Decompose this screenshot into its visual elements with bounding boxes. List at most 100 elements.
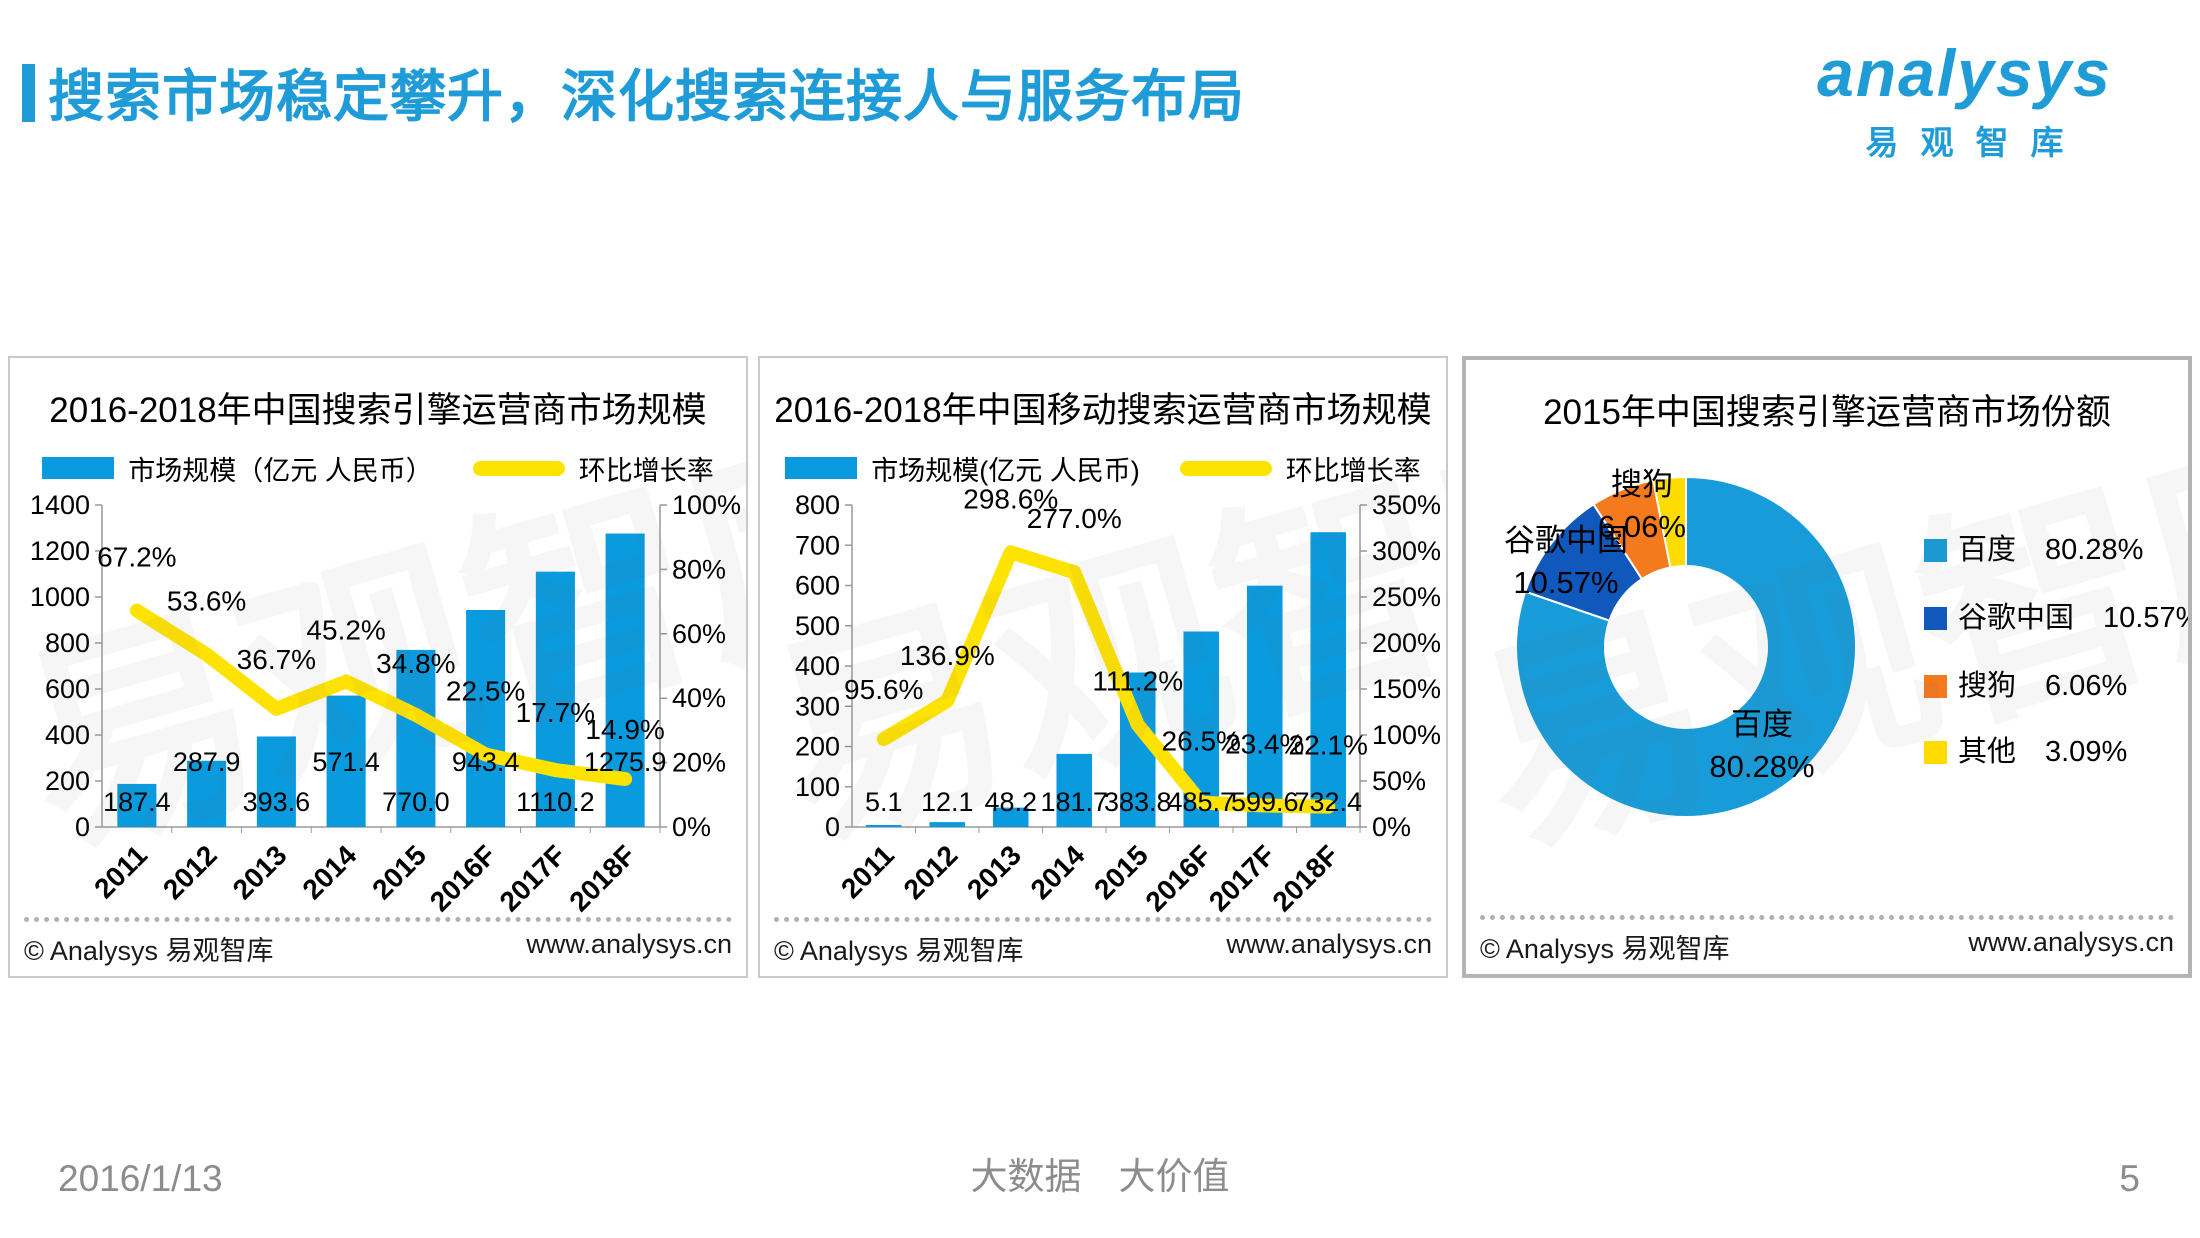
left-axis-label: 200 [45, 766, 90, 796]
legend-label-其他: 其他 3.09% [1958, 735, 2127, 768]
bar-2014 [1056, 753, 1093, 827]
right-axis-label: 0% [1372, 812, 1411, 842]
bar-2011 [117, 783, 157, 827]
slide-date: 2016/1/13 [58, 1158, 223, 1199]
chart1-title: 2016-2018年中国搜索引擎运营商市场规模 [49, 391, 707, 430]
right-axis-label: 80% [672, 554, 726, 584]
right-axis-label: 100% [1372, 720, 1441, 750]
bar-2012 [187, 760, 227, 827]
right-axis-label: 100% [672, 490, 741, 520]
analysys-url[interactable]: www.analysys.cn [1226, 929, 1432, 959]
x-category-label: 2017F [494, 839, 572, 917]
x-category-label: 2012 [157, 839, 223, 905]
right-axis-label: 150% [1372, 674, 1441, 704]
growth-rate-label: 67.2% [97, 542, 176, 573]
left-axis-label: 1200 [30, 536, 90, 566]
bar-value-label: 732.4 [1294, 787, 1362, 817]
bar-legend-swatch [785, 457, 858, 479]
left-axis-label: 0 [825, 812, 840, 842]
left-axis-label: 1400 [30, 490, 90, 520]
bar-2014 [326, 695, 366, 827]
legend-label-百度: 百度 80.28% [1958, 533, 2143, 566]
legend-label-搜狗: 搜狗 6.06% [1958, 669, 2127, 702]
analysys-logo: analysys 易观智库 [1817, 40, 2112, 164]
donut-label-谷歌中国: 谷歌中国 [1504, 523, 1628, 558]
left-axis-label: 100 [795, 772, 840, 802]
right-axis-label: 20% [672, 748, 726, 778]
x-category-label: 2015 [366, 839, 432, 905]
x-category-label: 2013 [961, 839, 1027, 905]
bar-value-label: 12.1 [921, 787, 974, 817]
x-category-label: 2012 [898, 839, 964, 905]
bar-value-label: 571.4 [312, 747, 380, 777]
bar-value-label: 187.4 [103, 787, 171, 817]
donut-value-百度: 80.28% [1709, 749, 1814, 784]
x-category-label: 2017F [1203, 839, 1281, 917]
line-legend-swatch [472, 460, 565, 476]
chart1-bar-line-chart: 0 200 400 600 800 1000 1200 1400 0% 20% 40% 60% 80% 1… [30, 490, 741, 917]
growth-rate-label: 45.2% [306, 614, 385, 645]
chart1-legend: 市场规模（亿元 人民币） 环比增长率 [10, 451, 746, 486]
bar-value-label: 181.7 [1040, 787, 1108, 817]
growth-rate-line [876, 545, 1336, 814]
left-axis-label: 600 [45, 674, 90, 704]
left-axis-label: 500 [795, 611, 840, 641]
growth-rate-label: 298.6% [963, 489, 1058, 514]
donut-value-搜狗: 6.06% [1598, 509, 1686, 544]
chart2-footer: © Analysys 易观智库 www.analysys.cn [774, 917, 1432, 968]
bar-legend-swatch [42, 457, 115, 479]
legend-swatch-百度[interactable] [1924, 539, 1947, 562]
legend-swatch-其他[interactable] [1924, 741, 1947, 764]
right-axis-label: 300% [1372, 536, 1441, 566]
bar-value-label: 287.9 [173, 747, 241, 777]
bar-2013 [256, 736, 296, 827]
left-axis-label: 0 [75, 812, 90, 842]
chart1-footer: © Analysys 易观智库 www.analysys.cn [24, 917, 732, 968]
panel-pc-search-market: 易观智库 2016-2018年中国搜索引擎运营商市场规模 市场规模（亿元 人民币… [8, 356, 748, 978]
growth-rate-label: 136.9% [900, 640, 995, 671]
growth-rate-label: 34.8% [376, 648, 455, 679]
growth-rate-label: 14.9% [585, 714, 664, 745]
growth-rate-label: 23.4% [1225, 728, 1304, 759]
bar-value-label: 5.1 [865, 787, 903, 817]
bar-legend-label: 市场规模（亿元 人民币） [128, 455, 433, 486]
legend-swatch-谷歌中国[interactable] [1924, 607, 1947, 630]
bar-legend-label: 市场规模(亿元 人民币) [871, 455, 1140, 486]
growth-rate-label: 111.2% [1092, 666, 1183, 697]
chart3-donut-chart: 百度 80.28% 谷歌中国 10.57% 搜狗 6.06% 百度 80.28% 谷歌中国 1… [1504, 467, 2188, 818]
bar-2013 [992, 807, 1029, 827]
page-number: 5 [2119, 1158, 2140, 1199]
bar-value-label: 393.6 [243, 787, 311, 817]
slide-slogan: 大数据 大价值 [970, 1156, 1230, 1197]
donut-slice-百度 [1515, 475, 1857, 818]
bar-2012 [929, 822, 966, 827]
bar-value-label: 943.4 [452, 747, 520, 777]
bar-2016F [466, 610, 506, 827]
left-axis-label: 700 [795, 530, 840, 560]
panel-market-share: 易观智库 2015年中国搜索引擎运营商市场份额 百度80.28%谷歌中国10.5… [1462, 356, 2192, 978]
legend-swatch-搜狗[interactable] [1924, 675, 1947, 698]
copyright-text: © Analysys 易观智库 [774, 936, 1024, 966]
growth-rate-label: 277.0% [1027, 503, 1122, 534]
left-axis-label: 800 [45, 628, 90, 658]
bar-value-label: 383.8 [1104, 787, 1172, 817]
right-axis-label: 250% [1372, 582, 1441, 612]
analysys-url[interactable]: www.analysys.cn [526, 929, 732, 959]
logo-chinese-name: 易观智库 [1865, 124, 2086, 161]
growth-rate-line [129, 603, 633, 787]
line-legend-label: 环比增长率 [578, 455, 714, 486]
analysys-url[interactable]: www.analysys.cn [1968, 927, 2174, 957]
donut-slice-其他 [1652, 475, 1687, 569]
left-axis-label: 400 [795, 651, 840, 681]
bar-value-label: 599.6 [1231, 787, 1299, 817]
right-axis-label: 60% [672, 619, 726, 649]
right-axis-label: 200% [1372, 628, 1441, 658]
title-accent-bar [22, 64, 35, 122]
chart3-title: 2015年中国搜索引擎运营商市场份额 [1543, 393, 2111, 432]
legend-label-谷歌中国: 谷歌中国 10.57% [1958, 601, 2188, 634]
growth-rate-label: 22.5% [446, 676, 525, 707]
x-category-label: 2011 [88, 839, 153, 904]
left-axis-label: 400 [45, 720, 90, 750]
chart2-title: 2016-2018年中国移动搜索运营商市场规模 [774, 391, 1432, 430]
x-category-label: 2018F [1266, 839, 1344, 917]
